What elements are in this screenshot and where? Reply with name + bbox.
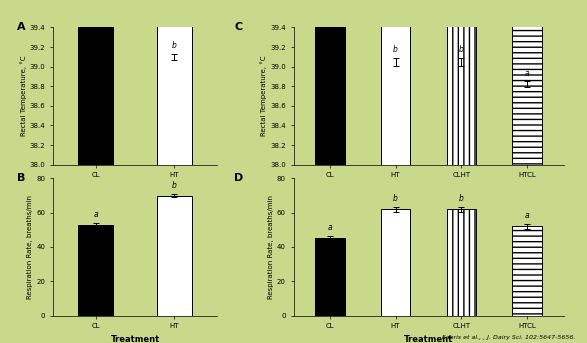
Text: C: C bbox=[234, 22, 242, 32]
Bar bbox=[157, 196, 192, 316]
Bar bbox=[78, 225, 113, 316]
Text: a: a bbox=[93, 70, 98, 79]
Text: a: a bbox=[525, 211, 529, 220]
Text: a: a bbox=[525, 69, 529, 78]
Text: b: b bbox=[172, 42, 177, 50]
Y-axis label: Respiration Rate, breaths/min: Respiration Rate, breaths/min bbox=[268, 195, 274, 299]
Text: a: a bbox=[328, 75, 332, 84]
Text: Fabris et al., , J. Dairy Sci. 102:5647-5656.: Fabris et al., , J. Dairy Sci. 102:5647-… bbox=[442, 334, 575, 340]
Y-axis label: Respiration Rate, breaths/min: Respiration Rate, breaths/min bbox=[28, 195, 33, 299]
Bar bbox=[315, 0, 345, 165]
Y-axis label: Rectal Temperature, °C: Rectal Temperature, °C bbox=[20, 56, 26, 136]
Text: b: b bbox=[393, 45, 398, 55]
Text: a: a bbox=[93, 210, 98, 219]
Text: b: b bbox=[172, 181, 177, 190]
Bar bbox=[512, 226, 542, 316]
Bar bbox=[78, 0, 113, 165]
X-axis label: Treatment: Treatment bbox=[404, 184, 453, 193]
Bar bbox=[381, 209, 410, 316]
Text: B: B bbox=[16, 173, 25, 183]
Text: b: b bbox=[459, 45, 464, 55]
X-axis label: Treatment: Treatment bbox=[110, 335, 160, 343]
X-axis label: Treatment: Treatment bbox=[110, 184, 160, 193]
Bar bbox=[381, 0, 410, 165]
Bar bbox=[157, 0, 192, 165]
Bar bbox=[512, 0, 542, 165]
X-axis label: Treatment: Treatment bbox=[404, 335, 453, 343]
Text: A: A bbox=[16, 22, 25, 32]
Text: b: b bbox=[459, 194, 464, 203]
Bar bbox=[315, 238, 345, 316]
Bar bbox=[447, 209, 476, 316]
Y-axis label: Rectal Temperature, °C: Rectal Temperature, °C bbox=[261, 56, 267, 136]
Text: D: D bbox=[234, 173, 244, 183]
Bar bbox=[447, 0, 476, 165]
Text: a: a bbox=[328, 223, 332, 233]
Text: b: b bbox=[393, 194, 398, 203]
